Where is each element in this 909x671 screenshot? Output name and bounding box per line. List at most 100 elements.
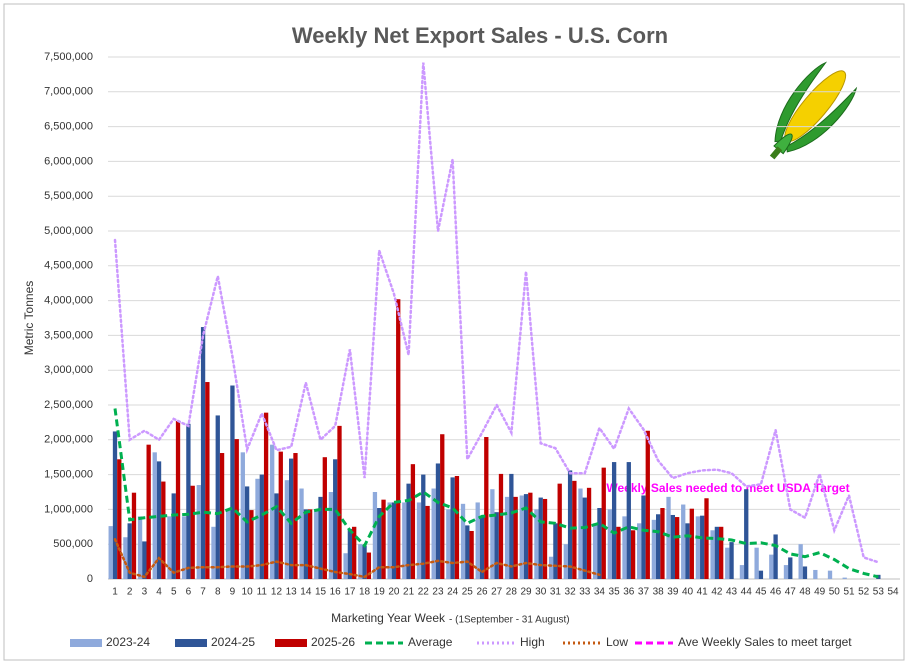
legend-swatch [70, 639, 102, 647]
bar [798, 544, 803, 579]
bar [249, 510, 254, 579]
bar [842, 577, 847, 579]
bar [181, 516, 187, 579]
x-tick-label: 9 [230, 587, 236, 598]
y-tick-label: 0 [87, 573, 93, 585]
x-tick-label: 16 [330, 587, 342, 598]
x-tick-label: 38 [653, 587, 665, 598]
bar [234, 439, 239, 579]
bar [244, 486, 250, 579]
x-tick-label: 50 [829, 587, 841, 598]
x-tick-label: 7 [200, 587, 206, 598]
x-tick-label: 19 [374, 587, 386, 598]
legend-label: 2023-24 [106, 635, 150, 649]
bar [362, 545, 367, 579]
x-axis-note: - (1September - 31 August) [449, 615, 570, 626]
bar [108, 526, 113, 579]
bar [674, 517, 680, 579]
bar [645, 430, 650, 579]
x-tick-label: 51 [843, 587, 855, 598]
line-3 [113, 408, 879, 579]
bar [616, 526, 621, 579]
x-tick-label: 27 [491, 587, 503, 598]
bar [347, 528, 353, 579]
bar [754, 547, 759, 579]
bar [303, 509, 308, 579]
bar [563, 544, 568, 579]
bar [513, 496, 518, 579]
bar [196, 485, 201, 579]
bar [263, 412, 269, 579]
bar [278, 451, 283, 579]
bar [270, 444, 275, 579]
x-tick-label: 3 [142, 587, 148, 598]
bar [454, 475, 460, 579]
bar [381, 499, 386, 579]
bar [689, 508, 694, 579]
y-tick-label: 2,000,000 [44, 434, 93, 446]
x-tick-label: 22 [418, 587, 430, 598]
bar [171, 493, 176, 579]
bar [186, 423, 191, 579]
x-tick-label: 54 [887, 587, 899, 598]
x-tick-label: 39 [667, 587, 679, 598]
bar [719, 526, 724, 579]
bar [578, 488, 583, 579]
y-tick-label: 7,000,000 [44, 86, 93, 98]
bar [783, 565, 789, 579]
bar [440, 434, 445, 579]
bar [259, 474, 264, 579]
bar [343, 553, 348, 579]
bar [396, 299, 401, 579]
legend-label: Low [606, 635, 628, 649]
bar [391, 502, 397, 579]
bar [337, 425, 342, 579]
x-tick-label: 44 [741, 587, 753, 598]
bar [200, 327, 206, 579]
bar [230, 385, 235, 579]
x-tick-label: 14 [300, 587, 312, 598]
x-tick-label: 43 [726, 587, 738, 598]
bar [582, 497, 587, 579]
bar [255, 478, 260, 579]
bar [725, 547, 730, 579]
bar [630, 530, 636, 579]
x-tick-label: 52 [858, 587, 870, 598]
bar [601, 467, 606, 579]
x-tick-label: 53 [873, 587, 885, 598]
bar [460, 503, 466, 579]
bar [175, 421, 181, 579]
bar [215, 415, 220, 579]
bar [739, 565, 745, 579]
y-tick-label: 7,500,000 [44, 51, 93, 63]
bar [479, 516, 485, 579]
annotation: Weekly Sales needed to meet USDA Target [606, 481, 849, 495]
bar [788, 557, 793, 579]
x-tick-label: 30 [535, 587, 547, 598]
y-tick-label: 3,000,000 [44, 364, 93, 376]
x-tick-label: 8 [215, 587, 221, 598]
bar [597, 508, 602, 579]
bar [660, 508, 665, 579]
bar [446, 509, 451, 579]
bar [131, 492, 137, 579]
y-tick-label: 2,500,000 [44, 399, 93, 411]
bar [240, 452, 245, 579]
bar [366, 552, 372, 579]
bar [490, 489, 495, 579]
y-tick-label: 4,500,000 [44, 260, 93, 272]
bar [435, 463, 441, 579]
bar [498, 473, 504, 579]
bar [112, 431, 118, 579]
bar [284, 480, 290, 579]
bar [523, 494, 529, 579]
x-tick-label: 1 [112, 587, 118, 598]
x-tick-label: 20 [388, 587, 400, 598]
x-tick-label: 18 [359, 587, 371, 598]
y-tick-label: 1,500,000 [44, 469, 93, 481]
x-tick-label: 13 [286, 587, 298, 598]
x-tick-label: 2 [127, 587, 133, 598]
bar [402, 502, 407, 579]
y-tick-label: 4,000,000 [44, 295, 93, 307]
bar [293, 453, 298, 579]
